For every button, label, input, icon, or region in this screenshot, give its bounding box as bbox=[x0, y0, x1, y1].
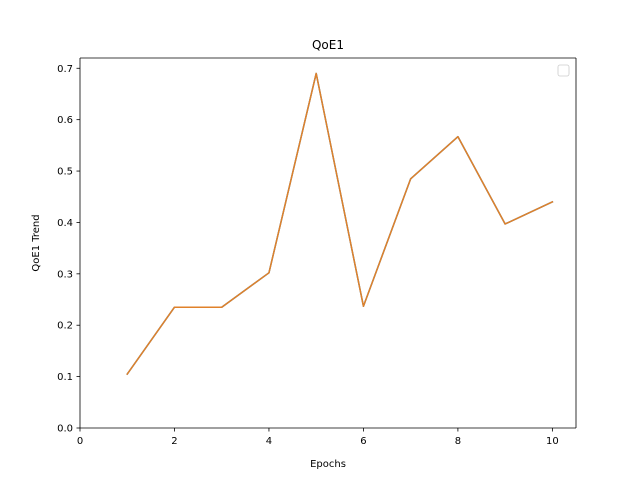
x-tick-label: 10 bbox=[546, 436, 559, 447]
y-tick-label: 0.3 bbox=[57, 269, 73, 280]
plot-area bbox=[80, 58, 576, 428]
plot-background bbox=[80, 58, 576, 428]
x-tick-label: 2 bbox=[171, 436, 177, 447]
series-line-2 bbox=[126, 72, 554, 376]
series-layer bbox=[126, 72, 554, 376]
x-axis-label: Epochs bbox=[310, 459, 346, 470]
y-tick-label: 0.5 bbox=[57, 167, 73, 178]
y-axis-label: QoE1 Trend bbox=[31, 214, 42, 271]
y-tick-label: 0.4 bbox=[57, 218, 73, 229]
y-tick-label: 0.2 bbox=[57, 321, 73, 332]
y-axis-ticks: 0.0 0.1 0.2 0.3 0.4 0.5 0.6 0.7 bbox=[57, 64, 80, 435]
x-tick-label: 0 bbox=[77, 436, 83, 447]
y-tick-label: 0.1 bbox=[57, 372, 73, 383]
y-tick-label: 0.7 bbox=[57, 64, 73, 75]
x-tick-label: 6 bbox=[360, 436, 366, 447]
legend-box bbox=[557, 64, 570, 77]
y-tick-label: 0.6 bbox=[57, 115, 73, 126]
legend bbox=[557, 64, 570, 77]
x-axis-ticks: 0 2 4 6 8 10 bbox=[77, 428, 559, 447]
x-tick-label: 8 bbox=[455, 436, 461, 447]
chart-title: QoE1 bbox=[312, 38, 344, 52]
x-tick-label: 4 bbox=[266, 436, 272, 447]
y-tick-label: 0.0 bbox=[57, 424, 73, 435]
